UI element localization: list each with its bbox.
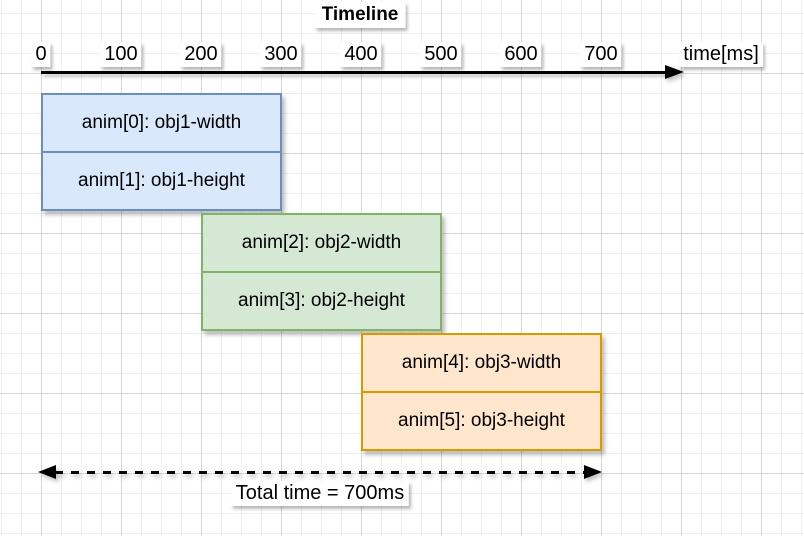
- total-arrow-left-icon: [38, 465, 56, 479]
- anim-bar-2: anim[2]: obj2-width: [201, 213, 442, 273]
- anim-bar-0: anim[0]: obj1-width: [41, 93, 282, 153]
- anim-track-obj1: anim[0]: obj1-width anim[1]: obj1-height: [41, 93, 282, 211]
- axis-tick-label-700: 700: [580, 42, 622, 67]
- axis-tick-label-100: 100: [100, 42, 142, 67]
- diagram-title: Timeline: [314, 2, 406, 28]
- total-time-dashed-line: [55, 471, 586, 474]
- axis-tick-label-500: 500: [420, 42, 462, 67]
- axis-tick-label-0: 0: [31, 42, 51, 67]
- axis-arrowhead-icon: [665, 65, 684, 79]
- total-time-label: Total time = 700ms: [230, 481, 410, 506]
- anim-bar-3: anim[3]: obj2-height: [201, 271, 442, 331]
- anim-bar-1: anim[1]: obj1-height: [41, 151, 282, 211]
- anim-track-obj2: anim[2]: obj2-width anim[3]: obj2-height: [201, 213, 442, 331]
- axis-tick-label-200: 200: [180, 42, 222, 67]
- total-arrow-right-icon: [584, 465, 602, 479]
- anim-track-obj3: anim[4]: obj3-width anim[5]: obj3-height: [361, 333, 602, 451]
- timeline-axis-line: [41, 71, 669, 74]
- anim-bar-5: anim[5]: obj3-height: [361, 391, 602, 451]
- axis-tick-label-400: 400: [340, 42, 382, 67]
- axis-tick-label-300: 300: [260, 42, 302, 67]
- axis-unit-label: time[ms]: [679, 42, 763, 67]
- axis-tick-label-600: 600: [500, 42, 542, 67]
- anim-bar-4: anim[4]: obj3-width: [361, 333, 602, 393]
